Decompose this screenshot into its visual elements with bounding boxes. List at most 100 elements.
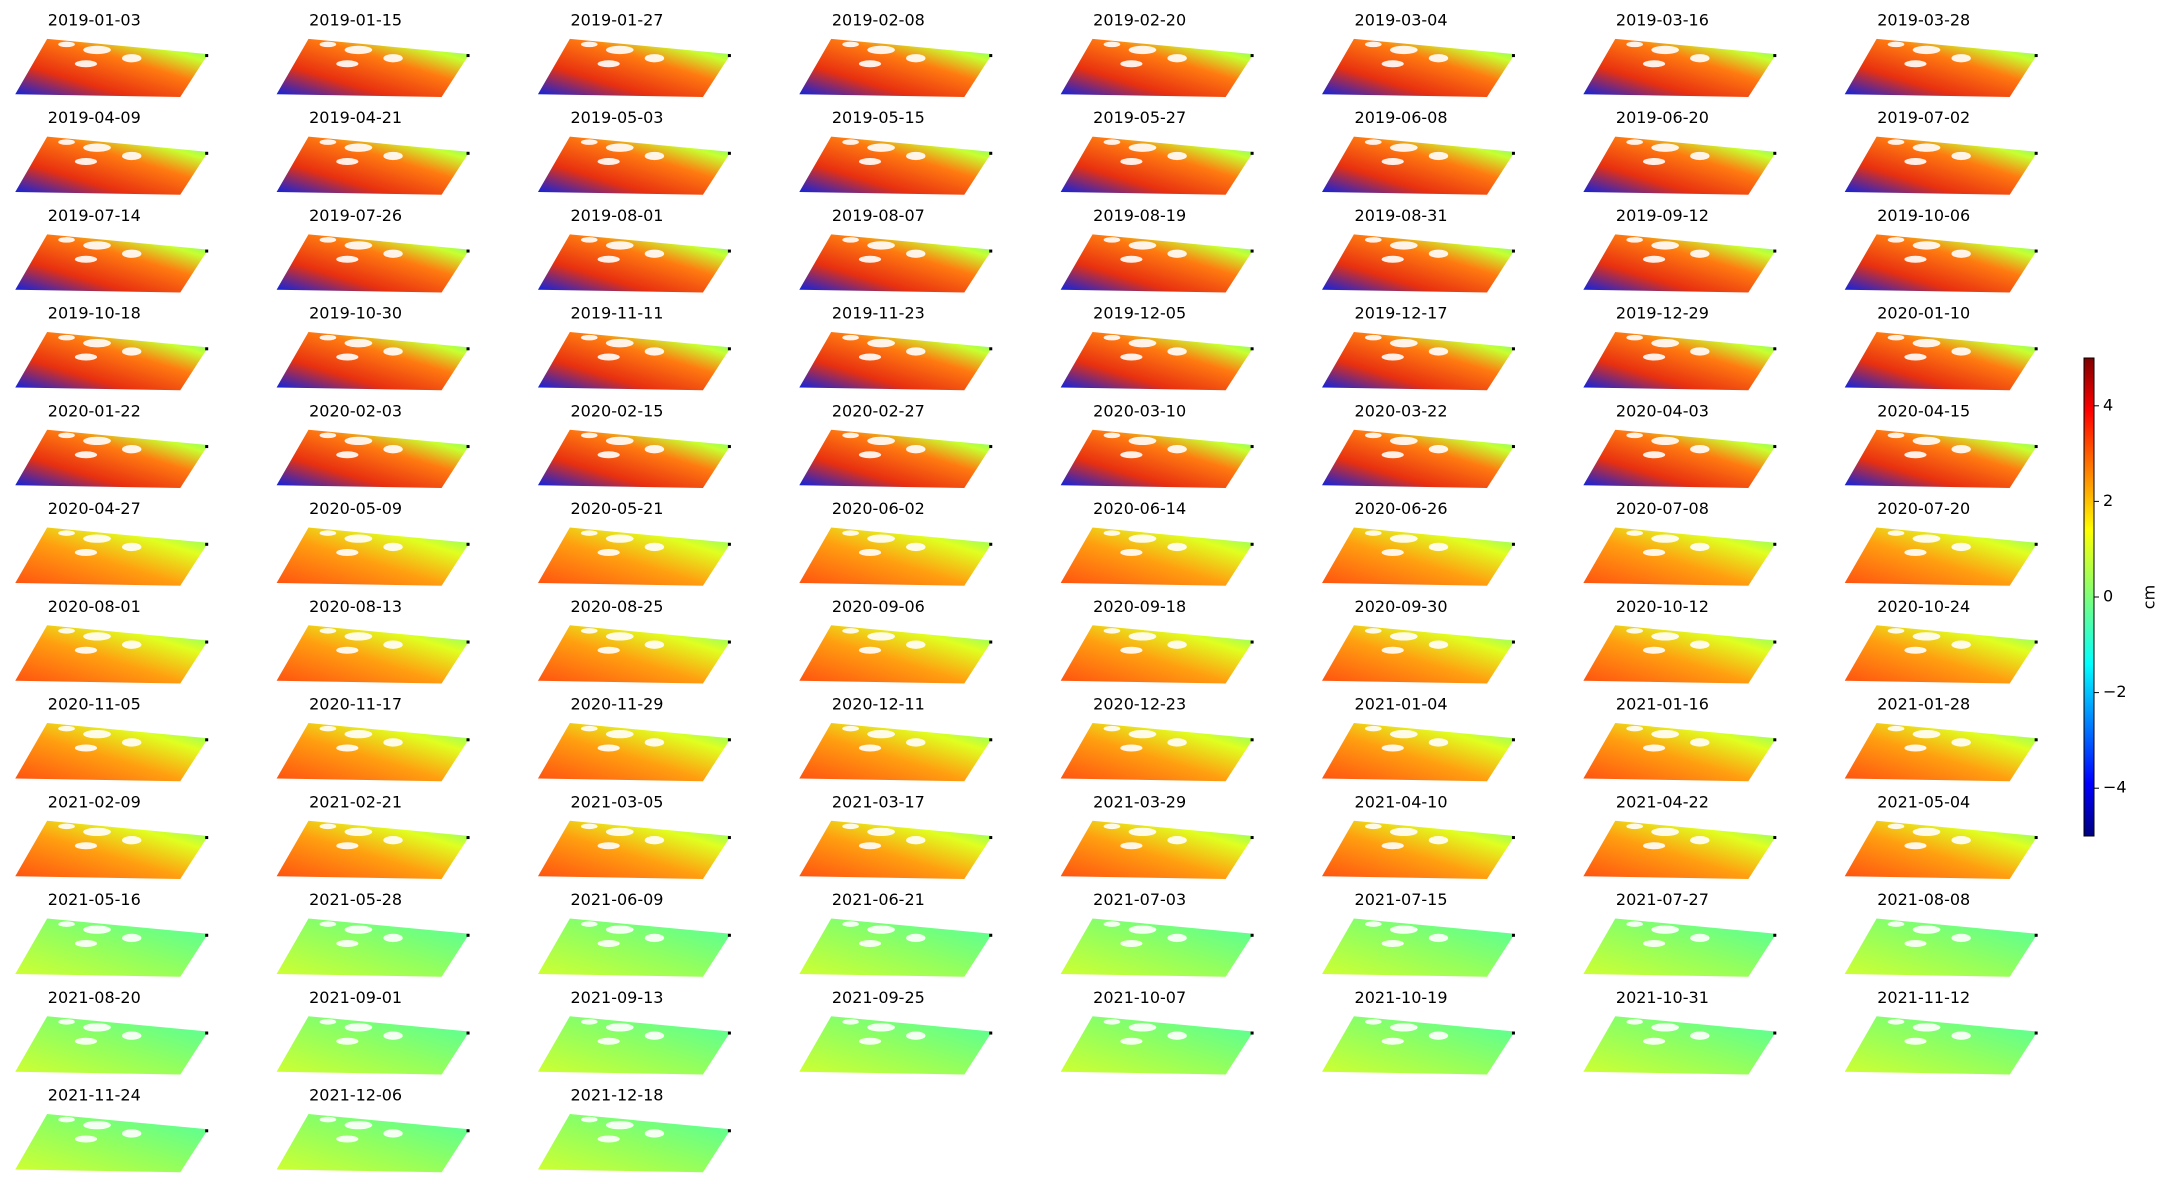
displacement-map (276, 1016, 470, 1075)
panel-title: 2021-03-05 (570, 792, 663, 811)
no-data-area (1120, 158, 1143, 165)
no-data-area (644, 151, 665, 161)
no-data-area (1120, 549, 1143, 556)
panel-title: 2021-04-22 (1616, 792, 1709, 811)
no-data-area (336, 549, 359, 556)
panel-title: 2020-03-22 (1355, 401, 1448, 420)
no-data-area (58, 334, 75, 341)
no-data-area (336, 451, 359, 459)
no-data-area (1887, 530, 1905, 536)
panel: 2019-06-08 (1322, 108, 1515, 195)
reference-point (1773, 836, 1777, 840)
no-data-area (1364, 921, 1382, 927)
no-data-area (597, 940, 620, 947)
panel-title: 2021-03-17 (832, 792, 925, 811)
no-data-area (1381, 549, 1404, 556)
no-data-area (383, 1031, 403, 1040)
panel: 2021-05-04 (1844, 792, 2038, 880)
no-data-area (1904, 940, 1927, 947)
panel-title: 2020-09-30 (1355, 597, 1448, 616)
no-data-area (580, 1019, 598, 1025)
no-data-area (1389, 632, 1418, 641)
displacement-map (1844, 625, 2038, 684)
panel-title: 2021-01-04 (1355, 695, 1448, 714)
no-data-area (74, 842, 98, 850)
no-data-area (858, 353, 882, 361)
no-data-area (597, 744, 620, 752)
panel: 2021-02-21 (276, 792, 470, 880)
no-data-area (1128, 45, 1157, 55)
no-data-area (1381, 842, 1404, 850)
no-data-area (344, 241, 373, 250)
no-data-area (1381, 646, 1404, 654)
no-data-area (644, 1129, 665, 1138)
no-data-area (319, 237, 337, 243)
no-data-area (1912, 827, 1941, 837)
no-data-area (1626, 530, 1643, 536)
no-data-area (1103, 1019, 1121, 1025)
no-data-area (605, 729, 634, 739)
colorbar-tick-label: −2 (2103, 682, 2127, 701)
no-data-area (605, 436, 634, 446)
reference-point (727, 249, 731, 253)
no-data-area (644, 738, 665, 747)
no-data-area (1626, 725, 1643, 732)
panel-title: 2019-02-08 (832, 10, 925, 29)
no-data-area (858, 60, 882, 68)
panel: 2020-02-27 (799, 401, 993, 489)
no-data-area (1626, 921, 1643, 927)
reference-point (989, 151, 993, 155)
no-data-area (319, 628, 337, 634)
panel-title: 2020-01-10 (1877, 304, 1970, 323)
panel: 2019-11-23 (799, 304, 993, 391)
no-data-area (1651, 827, 1680, 837)
no-data-area (644, 347, 665, 356)
displacement-map (276, 1114, 470, 1173)
displacement-map (15, 527, 208, 586)
no-data-area (83, 534, 111, 543)
no-data-area (867, 338, 895, 348)
no-data-area (842, 41, 859, 48)
reference-point (1250, 249, 1254, 253)
panel-title: 2021-09-01 (309, 988, 402, 1007)
panel: 2021-06-21 (799, 890, 993, 977)
panel: 2021-10-07 (1060, 988, 1254, 1075)
no-data-area (122, 347, 142, 356)
no-data-area (344, 534, 373, 543)
no-data-area (842, 139, 859, 145)
no-data-area (842, 921, 859, 927)
displacement-map (1322, 136, 1515, 195)
colorbar-tick-label: 2 (2103, 491, 2113, 510)
displacement-map (1583, 527, 1777, 586)
no-data-area (867, 827, 895, 837)
displacement-map (799, 723, 993, 782)
no-data-area (597, 255, 620, 263)
no-data-area (1904, 158, 1927, 165)
displacement-map (1583, 723, 1777, 782)
reference-point (466, 933, 470, 937)
no-data-area (383, 151, 403, 161)
no-data-area (1690, 1031, 1710, 1040)
displacement-map (799, 429, 993, 489)
reference-point (466, 738, 470, 742)
displacement-map (276, 234, 470, 293)
reference-point (1511, 347, 1515, 351)
reference-point (205, 249, 209, 253)
no-data-area (319, 921, 337, 927)
no-data-area (1120, 353, 1143, 361)
displacement-map (1060, 1016, 1254, 1075)
displacement-map (537, 429, 731, 489)
panel: 2020-07-08 (1583, 499, 1777, 586)
panel-title: 2019-03-28 (1877, 10, 1970, 29)
panel-title: 2019-08-01 (570, 206, 663, 225)
displacement-map (1583, 820, 1777, 880)
no-data-area (644, 445, 665, 454)
panel: 2019-08-07 (799, 206, 993, 293)
reference-point (205, 542, 209, 546)
no-data-area (1912, 534, 1941, 543)
no-data-area (858, 255, 882, 263)
no-data-area (605, 534, 634, 543)
no-data-area (1120, 451, 1143, 459)
panel: 2021-11-12 (1844, 988, 2038, 1075)
panel: 2019-04-21 (276, 108, 470, 195)
